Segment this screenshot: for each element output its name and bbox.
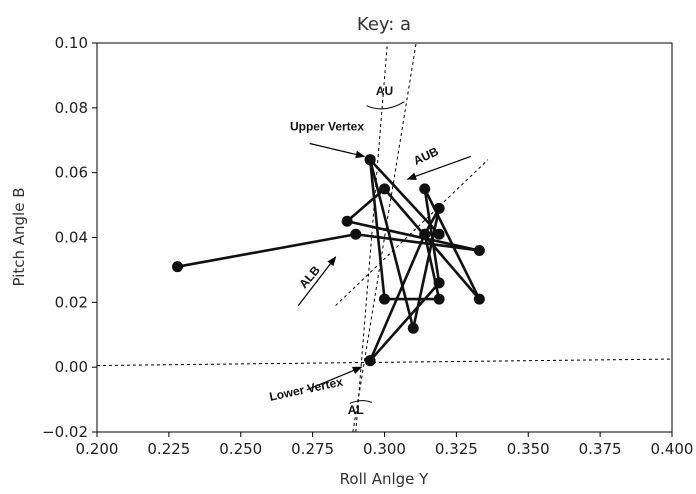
data-point [379,183,390,195]
x-axis-label: Roll Anlge Y [340,470,429,488]
annotation-label: Lower Vertex [268,375,344,404]
data-point [172,261,183,273]
x-axis-ticks: 0.200 0.225 0.250 0.275 0.300 0.325 0.350 0.375… [76,432,694,458]
x-tick-label: 0.350 [507,440,550,458]
data-point [407,322,419,334]
x-tick-label: 0.200 [76,440,119,458]
dashed-reference-line [96,358,673,367]
x-tick-label: 0.275 [291,440,334,458]
series-segment [345,219,481,252]
y-tick-label: 0.04 [55,229,88,247]
data-point [419,183,431,195]
chart-title: Key: a [357,14,411,35]
data-point [473,293,485,305]
x-tick-label: 0.225 [147,440,190,458]
y-tick-label: 0.00 [55,358,88,376]
y-tick-label: 0.06 [55,164,88,182]
annotation-arrow [406,155,471,180]
series-segment [176,232,358,268]
data-point [433,277,445,289]
series-segment [423,232,441,301]
x-tick-label: 0.325 [435,440,478,458]
series-segment [354,232,481,252]
annotation-label: AU [376,84,393,98]
x-tick-label: 0.400 [651,440,694,458]
dashed-reference-line [335,159,489,306]
annotation-arrow [306,366,363,391]
series-segment [368,158,415,330]
annotation-label: Upper Vertex [290,120,364,134]
series-segment [368,158,441,236]
y-tick-label: 0.02 [55,293,88,311]
x-tick-label: 0.375 [579,440,622,458]
series-segment [368,232,427,362]
data-point [433,202,445,214]
series-lines [176,158,481,362]
annotation-labels: Upper Vertex AUB ALB Lower Vertex AU AL [268,84,441,417]
data-point [379,293,390,305]
y-tick-label: 0.08 [55,99,88,117]
data-point [419,228,431,240]
x-tick-label: 0.250 [219,440,262,458]
data-point [364,355,376,367]
x-tick-label: 0.300 [363,440,406,458]
data-point [350,228,362,240]
plot-area: Upper Vertex AUB ALB Lower Vertex AU AL [96,42,673,433]
series-points [172,154,485,367]
y-axis-label: Pitch Angle B [10,187,28,286]
dashed-reference-line [355,42,388,433]
au-angle-arc [366,101,405,110]
annotation-label: AL [348,403,364,417]
annotation-arrow [309,142,366,159]
data-point [364,154,376,166]
data-point [433,228,445,240]
data-point [433,293,445,305]
data-point [473,244,485,256]
annotation-label: ALB [296,263,323,291]
y-tick-label: 0.10 [55,34,88,52]
series-segment [368,281,441,362]
reference-lines [96,42,673,433]
annotation-arrows [297,142,471,391]
y-tick-label: −0.02 [42,423,88,441]
series-segment [368,158,386,301]
al-angle-arc [349,400,372,404]
data-point [341,215,353,227]
angle-arcs [349,101,405,404]
annotation-arrow [297,256,337,306]
annotation-label: AUB [411,144,441,168]
y-axis-ticks: −0.02 0.00 0.02 0.04 0.06 0.08 0.10 [42,34,97,441]
